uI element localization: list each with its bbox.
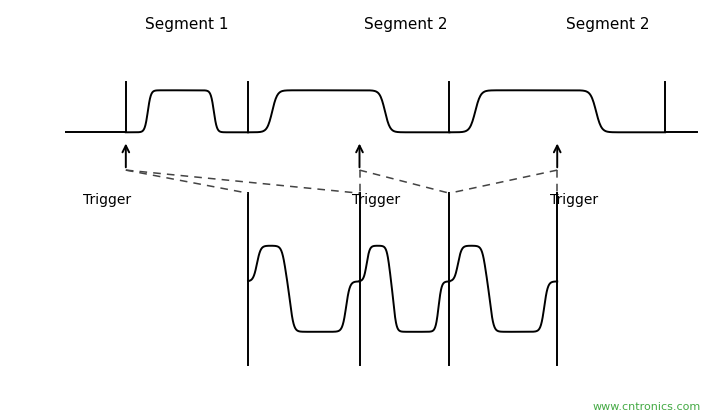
Text: Trigger: Trigger xyxy=(83,193,131,207)
Text: Segment 1: Segment 1 xyxy=(145,17,229,32)
Text: Segment 2: Segment 2 xyxy=(365,17,448,32)
Text: Segment 2: Segment 2 xyxy=(566,17,649,32)
Text: Trigger: Trigger xyxy=(550,193,598,207)
Text: Trigger: Trigger xyxy=(352,193,400,207)
Text: www.cntronics.com: www.cntronics.com xyxy=(592,402,701,412)
